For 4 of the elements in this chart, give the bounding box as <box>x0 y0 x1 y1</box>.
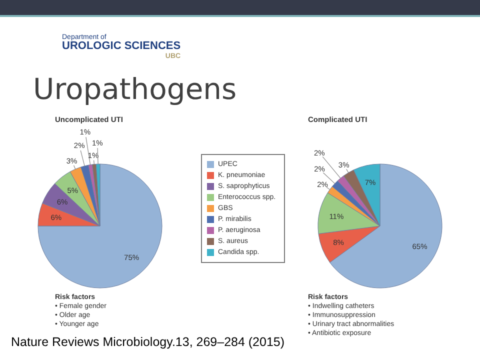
text: UROLOGIC SCIENCES <box>62 40 181 53</box>
text: Uropathogens <box>33 72 237 106</box>
text: Nature Reviews Microbiology.13, 269–284 (2015) <box>11 335 285 349</box>
pie-slice <box>38 164 162 288</box>
